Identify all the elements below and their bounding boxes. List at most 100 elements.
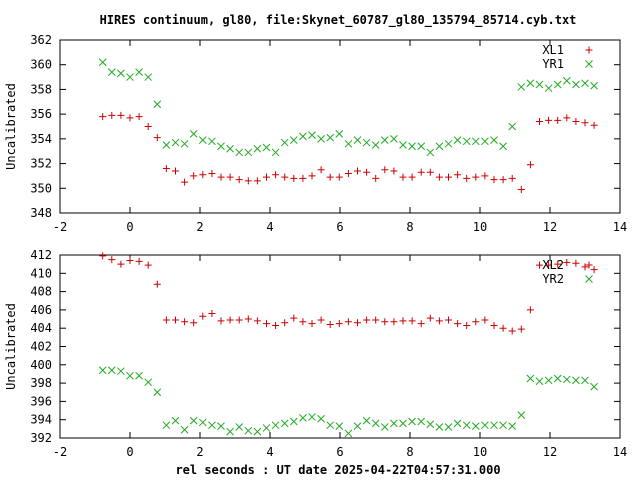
- data-point-xl1: [99, 113, 107, 121]
- data-point-xl1: [363, 168, 371, 176]
- data-point-yr2: [444, 423, 453, 431]
- data-point-xl2: [344, 318, 352, 326]
- data-point-yr2: [435, 423, 444, 431]
- data-point-xl1: [299, 174, 307, 182]
- data-point-xl1: [135, 113, 143, 121]
- data-point-yr2: [262, 424, 271, 432]
- legend-label: XL1: [542, 43, 564, 57]
- data-point-yr1: [417, 142, 426, 151]
- data-point-yr1: [444, 139, 453, 148]
- data-point-xl1: [326, 173, 334, 181]
- data-point-xl2: [590, 266, 598, 274]
- data-point-xl1: [162, 165, 170, 173]
- data-point-yr2: [117, 367, 125, 376]
- data-point-xl1: [290, 174, 298, 182]
- y-tick-label: 362: [30, 33, 52, 47]
- data-point-yr1: [317, 135, 325, 143]
- data-point-yr1: [435, 142, 444, 151]
- data-point-yr2: [98, 366, 107, 375]
- data-point-xl2: [117, 260, 125, 268]
- data-point-xl2: [363, 316, 371, 324]
- data-point-yr1: [107, 68, 116, 76]
- y-tick-label: 394: [30, 413, 52, 427]
- data-point-xl2: [445, 316, 452, 324]
- data-point-yr2: [217, 422, 225, 430]
- y-tick-label: 410: [30, 266, 52, 280]
- data-point-xl1: [244, 177, 252, 185]
- top-panel: -2 0 2 4 6 8 10 12 14 348 350 352 354 356 358 360 362 Unc…: [4, 33, 627, 234]
- data-point-yr1: [126, 73, 134, 81]
- x-tick-label: 12: [543, 445, 557, 459]
- data-point-yr2: [562, 375, 571, 384]
- data-point-yr1: [253, 144, 262, 153]
- data-point-yr1: [462, 137, 471, 146]
- data-point-yr2: [271, 421, 280, 430]
- y-axis-label: Uncalibrated: [4, 83, 18, 170]
- data-point-xl1: [144, 123, 152, 130]
- y-tick-label: 348: [30, 206, 52, 220]
- data-point-yr2: [353, 422, 362, 430]
- data-point-yr1: [299, 132, 307, 141]
- data-point-xl2: [226, 316, 234, 324]
- x-tick-label: -2: [53, 220, 67, 234]
- data-point-xl2: [299, 318, 307, 326]
- data-point-xl2: [199, 312, 207, 320]
- data-point-yr2: [481, 421, 489, 430]
- data-point-xl2: [399, 317, 407, 325]
- data-point-yr2: [189, 416, 198, 425]
- legend-label: YR1: [542, 57, 564, 71]
- data-point-yr1: [481, 137, 489, 146]
- data-point-xl2: [208, 310, 216, 318]
- data-point-yr2: [180, 425, 189, 434]
- data-point-yr2: [280, 419, 289, 428]
- y-tick-label: 356: [30, 107, 52, 121]
- y-tick-label: 406: [30, 303, 52, 317]
- data-point-xl1: [308, 172, 316, 180]
- data-point-yr2: [135, 371, 143, 380]
- data-point-xl1: [536, 118, 543, 126]
- data-point-xl2: [190, 319, 198, 327]
- data-point-xl2: [454, 320, 462, 328]
- data-point-xl2: [108, 256, 116, 264]
- x-tick-label: 6: [336, 445, 343, 459]
- data-point-xl2: [144, 261, 152, 269]
- data-point-yr2: [244, 426, 253, 435]
- y-tick-label: 404: [30, 321, 52, 335]
- data-point-yr1: [289, 136, 298, 144]
- data-point-yr1: [508, 122, 517, 131]
- x-tick-label: -2: [53, 445, 67, 459]
- x-tick-label: 2: [196, 220, 203, 234]
- data-point-xl1: [381, 166, 389, 174]
- legend-marker: [585, 275, 593, 283]
- legend-label: XL2: [542, 258, 564, 272]
- legend-marker: [585, 60, 593, 68]
- data-point-yr1: [408, 142, 416, 151]
- data-point-yr2: [335, 422, 344, 430]
- data-point-xl2: [435, 317, 443, 325]
- y-tick-label: 358: [30, 82, 52, 96]
- data-point-xl2: [308, 320, 316, 328]
- data-point-yr1: [353, 136, 362, 144]
- y-tick-label: 392: [30, 431, 52, 445]
- data-point-yr2: [308, 413, 316, 421]
- data-point-xl2: [508, 327, 516, 335]
- data-point-yr2: [590, 382, 598, 391]
- data-point-xl2: [263, 320, 270, 328]
- data-point-xl2: [153, 280, 161, 288]
- data-point-xl2: [426, 314, 434, 322]
- data-point-xl1: [463, 174, 471, 182]
- y-tick-label: 396: [30, 394, 52, 408]
- data-point-xl1: [153, 134, 161, 142]
- data-point-xl2: [372, 316, 380, 324]
- data-point-yr2: [153, 388, 162, 397]
- data-point-xl1: [399, 173, 407, 181]
- data-point-yr1: [144, 73, 153, 81]
- data-point-yr1: [198, 136, 207, 144]
- data-point-xl1: [190, 172, 198, 180]
- data-point-xl2: [490, 321, 498, 329]
- data-point-yr2: [390, 419, 398, 428]
- data-point-yr1: [344, 139, 353, 148]
- data-point-xl2: [326, 321, 334, 329]
- data-point-xl1: [517, 186, 525, 194]
- data-point-yr1: [390, 135, 398, 143]
